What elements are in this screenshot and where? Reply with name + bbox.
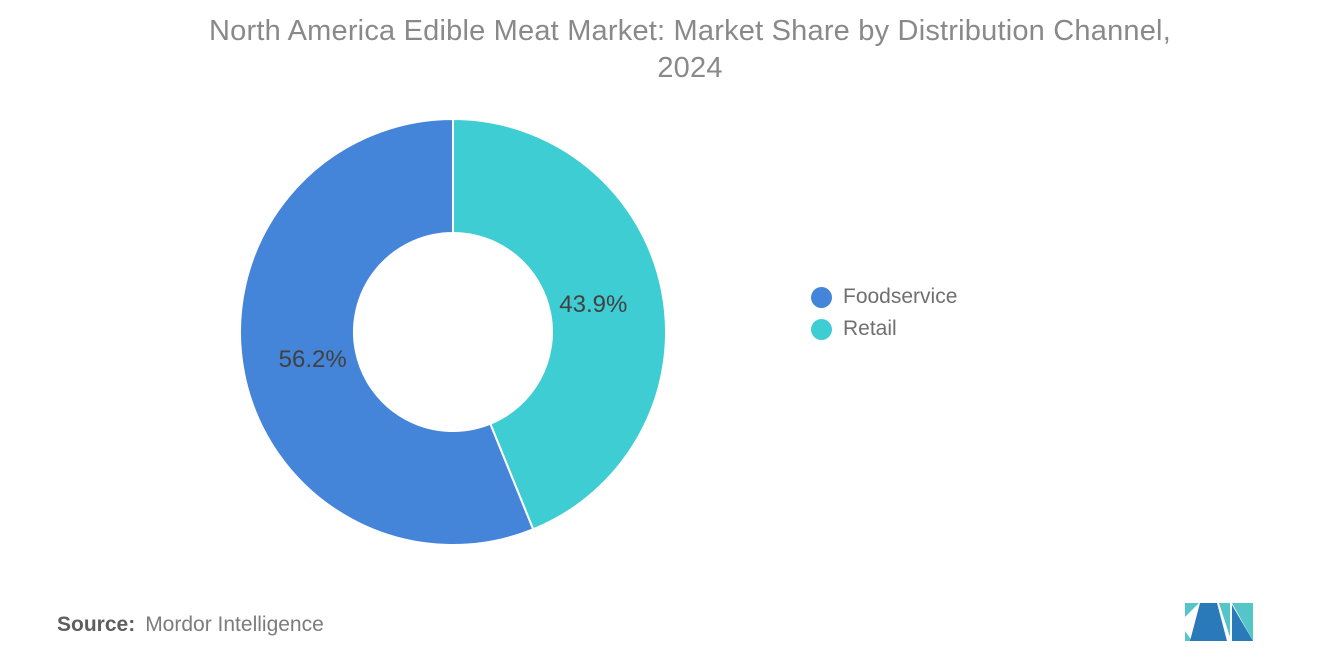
mordor-intelligence-logo-icon — [1185, 603, 1253, 641]
slice-retail — [452, 117, 668, 531]
source-attribution: Source: Mordor Intelligence — [57, 613, 324, 637]
donut-svg: 43.9% 56.2% — [239, 117, 668, 546]
legend-marker-foodservice-icon — [811, 286, 832, 308]
legend-item-foodservice: Foodservice — [811, 286, 957, 308]
legend: Foodservice Retail — [811, 286, 957, 340]
slice-foodservice — [239, 117, 535, 546]
chart-title-line2: 2024 — [657, 52, 723, 84]
source-label: Source: — [57, 613, 136, 636]
chart-title-line1: North America Edible Meat Market: Market… — [209, 15, 1171, 47]
chart-title: North America Edible Meat Market: Market… — [60, 13, 1320, 87]
slice-label-foodservice: 56.2% — [279, 346, 347, 373]
logo-teal-top-left — [1185, 603, 1199, 617]
legend-label: Foodservice — [843, 285, 958, 308]
legend-item-retail: Retail — [811, 318, 957, 340]
logo-teal-right — [1232, 603, 1253, 641]
legend-marker-retail-icon — [811, 318, 832, 340]
logo-blue-band — [1190, 603, 1227, 641]
logo-blue-right — [1232, 605, 1253, 641]
logo-teal-middle — [1219, 603, 1230, 637]
logo-teal-bottom-left — [1185, 631, 1192, 641]
source-text: Mordor Intelligence — [145, 613, 324, 636]
slice-label-retail: 43.9% — [559, 291, 627, 318]
donut-chart: 43.9% 56.2% — [239, 117, 668, 546]
legend-label: Retail — [843, 317, 897, 340]
